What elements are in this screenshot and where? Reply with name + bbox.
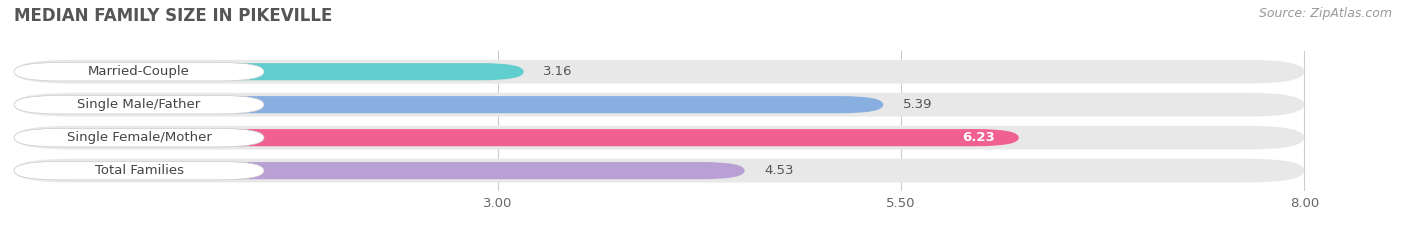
Text: 6.23: 6.23 [962,131,994,144]
FancyBboxPatch shape [14,93,1305,116]
FancyBboxPatch shape [14,126,1305,150]
FancyBboxPatch shape [14,62,264,81]
FancyBboxPatch shape [14,96,264,114]
Text: Single Female/Mother: Single Female/Mother [66,131,211,144]
Text: Single Male/Father: Single Male/Father [77,98,201,111]
FancyBboxPatch shape [14,128,264,147]
FancyBboxPatch shape [14,161,264,180]
Text: MEDIAN FAMILY SIZE IN PIKEVILLE: MEDIAN FAMILY SIZE IN PIKEVILLE [14,7,332,25]
Text: Source: ZipAtlas.com: Source: ZipAtlas.com [1258,7,1392,20]
FancyBboxPatch shape [14,63,523,80]
Text: Total Families: Total Families [94,164,184,177]
Text: 3.16: 3.16 [543,65,572,78]
FancyBboxPatch shape [14,129,1019,146]
Text: 4.53: 4.53 [763,164,793,177]
FancyBboxPatch shape [14,60,1305,84]
FancyBboxPatch shape [14,159,1305,182]
FancyBboxPatch shape [14,96,883,113]
Text: Married-Couple: Married-Couple [89,65,190,78]
FancyBboxPatch shape [14,162,745,179]
Text: 5.39: 5.39 [903,98,932,111]
